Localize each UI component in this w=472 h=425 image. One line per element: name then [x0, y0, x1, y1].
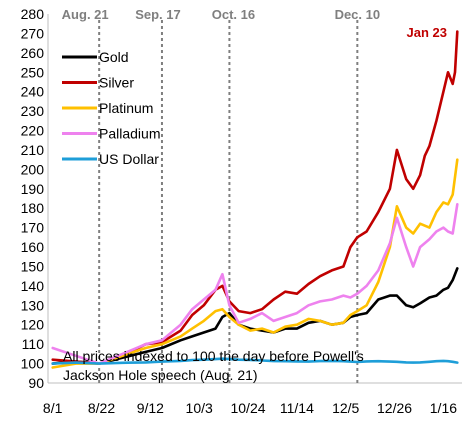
series-line-gold: [51, 267, 459, 365]
y-tick-label: 190: [21, 181, 45, 197]
x-tick-label: 11/14: [280, 400, 314, 416]
legend-label: Platinum: [99, 100, 153, 116]
y-tick-label: 90: [28, 375, 44, 391]
y-tick-label: 210: [21, 142, 45, 158]
legend-label: Silver: [99, 75, 134, 91]
y-tick-label: 140: [21, 278, 45, 294]
x-tick-labels: 8/1 8/22 9/12 10/3 10/24 11/14 12/5 12/26 1/16: [43, 400, 457, 416]
series-lines: [51, 30, 459, 369]
y-tick-label: 260: [21, 45, 45, 61]
y-tick-label: 280: [21, 6, 45, 22]
y-tick-label: 220: [21, 123, 45, 139]
event-label: Dec. 10: [335, 7, 381, 22]
series-line-silver: [51, 30, 459, 365]
y-tick-label: 170: [21, 220, 45, 236]
x-tick-label: 8/22: [88, 400, 115, 416]
event-lines: Aug. 21 Sep. 17 Oct. 16 Dec. 10: [62, 7, 380, 383]
legend: Gold Silver Platinum Palladium US Dollar: [62, 49, 160, 167]
series-line-platinum: [51, 158, 459, 369]
x-tick-label: 12/5: [332, 400, 359, 416]
x-tick-label: 9/12: [137, 400, 164, 416]
series-line-us-dollar: [51, 357, 459, 365]
y-tick-label: 100: [21, 356, 45, 372]
event-label: Oct. 16: [212, 7, 255, 22]
y-tick-label: 270: [21, 25, 45, 41]
series-line-palladium: [51, 203, 459, 365]
y-tick-label: 110: [22, 336, 45, 352]
event-label: Aug. 21: [62, 7, 109, 22]
y-tick-label: 240: [21, 84, 45, 100]
x-tick-label: 1/16: [430, 400, 457, 416]
y-tick-label: 250: [21, 64, 45, 80]
x-tick-label: 10/24: [230, 400, 265, 416]
legend-label: Gold: [99, 49, 129, 65]
x-tick-label: 8/1: [43, 400, 63, 416]
event-label: Sep. 17: [135, 7, 181, 22]
y-tick-label: 150: [21, 258, 45, 274]
y-tick-label: 160: [21, 239, 45, 255]
legend-label: Palladium: [99, 126, 160, 142]
x-tick-label: 12/26: [377, 400, 412, 416]
legend-label: US Dollar: [99, 151, 159, 167]
x-tick-label: 10/3: [186, 400, 213, 416]
end-annotation: Jan 23: [407, 25, 447, 40]
note-line-2: Jackson Hole speech (Aug. 21): [63, 367, 258, 383]
y-tick-label: 230: [21, 103, 45, 119]
y-tick-label: 180: [21, 200, 45, 216]
plot-area: 90 100 110 120 130 140 150 160 170 180 190 200 210 22…: [21, 6, 462, 416]
y-tick-label: 200: [21, 161, 45, 177]
y-tick-label: 130: [21, 297, 45, 313]
y-tick-label: 120: [21, 317, 45, 333]
note-line-1: All prices indexed to 100 the day before…: [63, 348, 364, 364]
y-tick-labels: 90 100 110 120 130 140 150 160 170 180 190 200 210 22…: [21, 6, 45, 391]
